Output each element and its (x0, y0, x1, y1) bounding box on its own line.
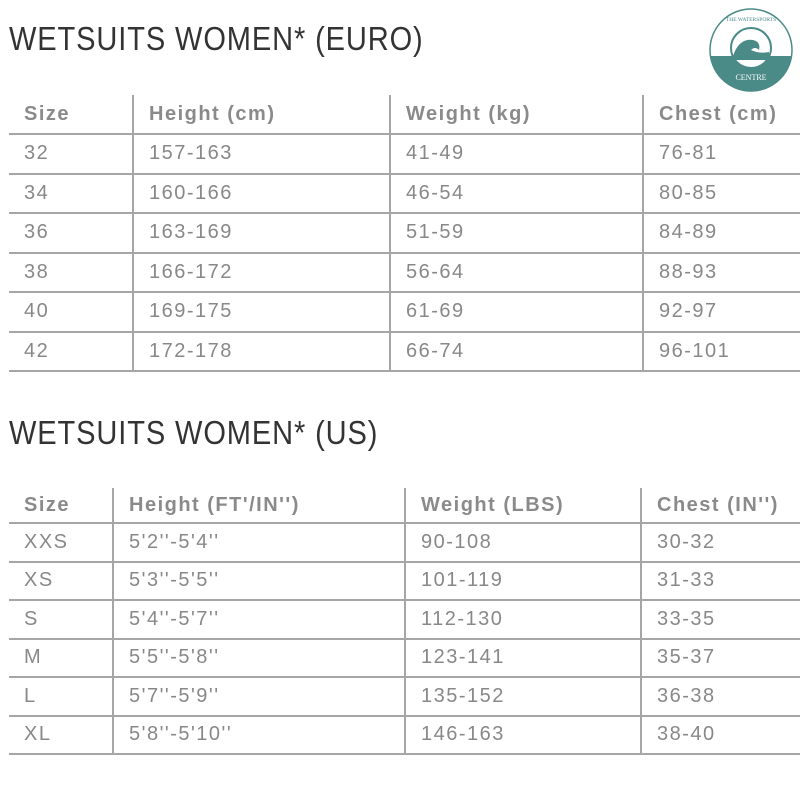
cell-height: 163-169 (132, 213, 390, 254)
cell-size: 42 (9, 331, 133, 372)
table-row: XL 5'8''-5'10'' 146-163 38-40 (9, 715, 800, 755)
cell-size: 34 (9, 173, 133, 214)
cell-height: 160-166 (132, 173, 390, 214)
cell-height: 5'8''-5'10'' (112, 715, 405, 755)
cell-chest: 30-32 (640, 523, 800, 563)
cell-weight: 51-59 (389, 213, 643, 254)
cell-height: 169-175 (132, 292, 390, 333)
cell-weight: 146-163 (404, 715, 641, 755)
table-row: S 5'4''-5'7'' 112-130 33-35 (9, 600, 800, 640)
header-weight: Weight (kg) (389, 95, 643, 135)
cell-chest: 84-89 (642, 213, 800, 254)
euro-title: WETSUITS WOMEN* (EURO) (9, 20, 424, 57)
table-row: 32 157-163 41-49 76-81 (9, 134, 800, 175)
header-height: Height (FT'/IN'') (112, 488, 405, 524)
cell-weight: 56-64 (389, 252, 643, 293)
us-size-table: Size Height (FT'/IN'') Weight (LBS) Ches… (9, 488, 800, 755)
table-row: L 5'7''-5'9'' 135-152 36-38 (9, 677, 800, 717)
cell-height: 5'2''-5'4'' (112, 523, 405, 563)
cell-weight: 101-119 (404, 561, 641, 601)
table-row: XS 5'3''-5'5'' 101-119 31-33 (9, 561, 800, 601)
table-row: 38 166-172 56-64 88-93 (9, 252, 800, 293)
cell-chest: 38-40 (640, 715, 800, 755)
table-row: 42 172-178 66-74 96-101 (9, 331, 800, 372)
table-row: 34 160-166 46-54 80-85 (9, 173, 800, 214)
cell-size: 38 (9, 252, 133, 293)
cell-height: 5'3''-5'5'' (112, 561, 405, 601)
cell-size: S (9, 600, 113, 640)
cell-chest: 96-101 (642, 331, 800, 372)
cell-chest: 92-97 (642, 292, 800, 333)
cell-weight: 112-130 (404, 600, 641, 640)
euro-size-table: Size Height (cm) Weight (kg) Chest (cm) … (9, 95, 800, 372)
header-chest: Chest (IN'') (640, 488, 800, 524)
cell-size: L (9, 677, 113, 717)
cell-weight: 66-74 (389, 331, 643, 372)
header-chest: Chest (cm) (642, 95, 800, 135)
cell-height: 5'4''-5'7'' (112, 600, 405, 640)
cell-chest: 80-85 (642, 173, 800, 214)
table-row: 36 163-169 51-59 84-89 (9, 213, 800, 254)
cell-weight: 61-69 (389, 292, 643, 333)
table-row: XXS 5'2''-5'4'' 90-108 30-32 (9, 523, 800, 563)
cell-height: 5'7''-5'9'' (112, 677, 405, 717)
header-height: Height (cm) (132, 95, 390, 135)
table-row: 40 169-175 61-69 92-97 (9, 292, 800, 333)
table-header-row: Size Height (cm) Weight (kg) Chest (cm) (9, 95, 800, 135)
cell-weight: 135-152 (404, 677, 641, 717)
cell-size: XL (9, 715, 113, 755)
cell-chest: 36-38 (640, 677, 800, 717)
table-header-row: Size Height (FT'/IN'') Weight (LBS) Ches… (9, 488, 800, 524)
cell-height: 172-178 (132, 331, 390, 372)
table-row: M 5'5''-5'8'' 123-141 35-37 (9, 638, 800, 678)
cell-height: 5'5''-5'8'' (112, 638, 405, 678)
cell-height: 157-163 (132, 134, 390, 175)
cell-weight: 123-141 (404, 638, 641, 678)
cell-chest: 31-33 (640, 561, 800, 601)
cell-chest: 88-93 (642, 252, 800, 293)
watersports-centre-logo: CENTRE THE WATERSPORTS (709, 8, 793, 92)
cell-chest: 33-35 (640, 600, 800, 640)
logo-text-top: THE WATERSPORTS (726, 17, 776, 23)
cell-size: 40 (9, 292, 133, 333)
cell-weight: 90-108 (404, 523, 641, 563)
cell-weight: 41-49 (389, 134, 643, 175)
cell-height: 166-172 (132, 252, 390, 293)
logo-text-centre: CENTRE (735, 73, 766, 82)
us-title: WETSUITS WOMEN* (US) (9, 414, 379, 451)
cell-size: 36 (9, 213, 133, 254)
header-size: Size (9, 488, 113, 524)
cell-size: XS (9, 561, 113, 601)
cell-chest: 76-81 (642, 134, 800, 175)
header-size: Size (9, 95, 133, 135)
cell-size: XXS (9, 523, 113, 563)
cell-size: M (9, 638, 113, 678)
cell-size: 32 (9, 134, 133, 175)
cell-weight: 46-54 (389, 173, 643, 214)
header-weight: Weight (LBS) (404, 488, 641, 524)
cell-chest: 35-37 (640, 638, 800, 678)
